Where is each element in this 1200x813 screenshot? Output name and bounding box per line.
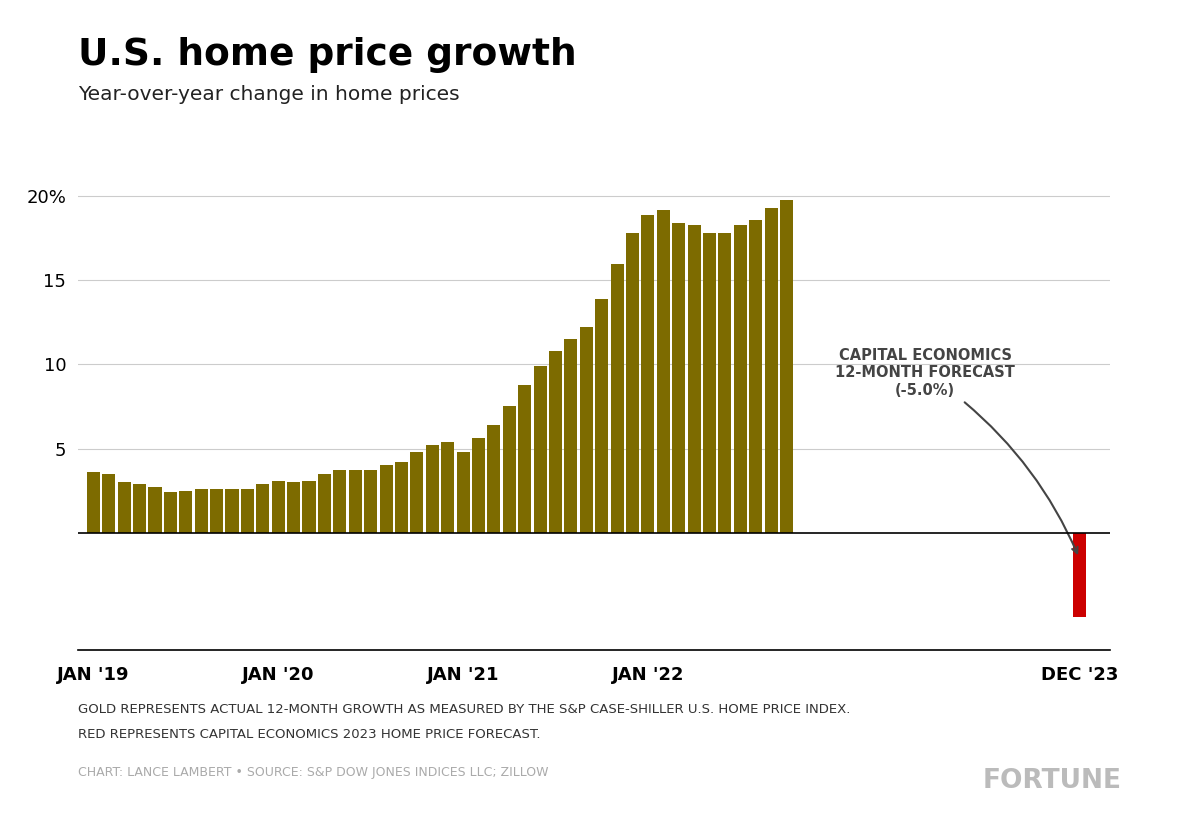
Bar (595, 299, 608, 533)
Bar (149, 487, 162, 533)
Bar (164, 493, 176, 533)
Bar (241, 489, 254, 533)
Bar (764, 208, 778, 533)
Bar (534, 366, 547, 533)
Bar (487, 425, 500, 533)
Text: CAPITAL ECONOMICS
12-MONTH FORECAST
(-5.0%): CAPITAL ECONOMICS 12-MONTH FORECAST (-5.… (835, 348, 1078, 553)
Bar (302, 480, 316, 533)
Bar (719, 233, 732, 533)
Bar (318, 474, 331, 533)
Bar (379, 465, 392, 533)
Bar (1073, 533, 1086, 617)
Bar (580, 328, 593, 533)
Bar (210, 489, 223, 533)
Text: CHART: LANCE LAMBERT • SOURCE: S&P DOW JONES INDICES LLC; ZILLOW: CHART: LANCE LAMBERT • SOURCE: S&P DOW J… (78, 766, 548, 779)
Text: RED REPRESENTS CAPITAL ECONOMICS 2023 HOME PRICE FORECAST.: RED REPRESENTS CAPITAL ECONOMICS 2023 HO… (78, 728, 540, 741)
Bar (703, 233, 716, 533)
Bar (102, 474, 115, 533)
Bar (133, 484, 146, 533)
Bar (226, 489, 239, 533)
Bar (410, 452, 424, 533)
Bar (364, 471, 377, 533)
Bar (349, 471, 362, 533)
Text: GOLD REPRESENTS ACTUAL 12-MONTH GROWTH AS MEASURED BY THE S&P CASE-SHILLER U.S. : GOLD REPRESENTS ACTUAL 12-MONTH GROWTH A… (78, 703, 851, 716)
Bar (656, 210, 670, 533)
Bar (194, 489, 208, 533)
Bar (503, 406, 516, 533)
Bar (611, 263, 624, 533)
Bar (688, 225, 701, 533)
Bar (395, 462, 408, 533)
Bar (641, 215, 654, 533)
Bar (518, 385, 532, 533)
Bar (749, 220, 762, 533)
Bar (287, 482, 300, 533)
Text: U.S. home price growth: U.S. home price growth (78, 37, 577, 72)
Bar (472, 438, 485, 533)
Bar (86, 472, 100, 533)
Text: Year-over-year change in home prices: Year-over-year change in home prices (78, 85, 460, 104)
Bar (271, 480, 284, 533)
Bar (257, 484, 269, 533)
Bar (179, 490, 192, 533)
Bar (442, 441, 455, 533)
Bar (672, 223, 685, 533)
Bar (426, 446, 439, 533)
Bar (564, 339, 577, 533)
Bar (334, 471, 347, 533)
Bar (780, 200, 793, 533)
Bar (456, 452, 469, 533)
Bar (733, 225, 746, 533)
Text: FORTUNE: FORTUNE (983, 768, 1122, 794)
Bar (118, 482, 131, 533)
Bar (626, 233, 640, 533)
Bar (548, 351, 562, 533)
